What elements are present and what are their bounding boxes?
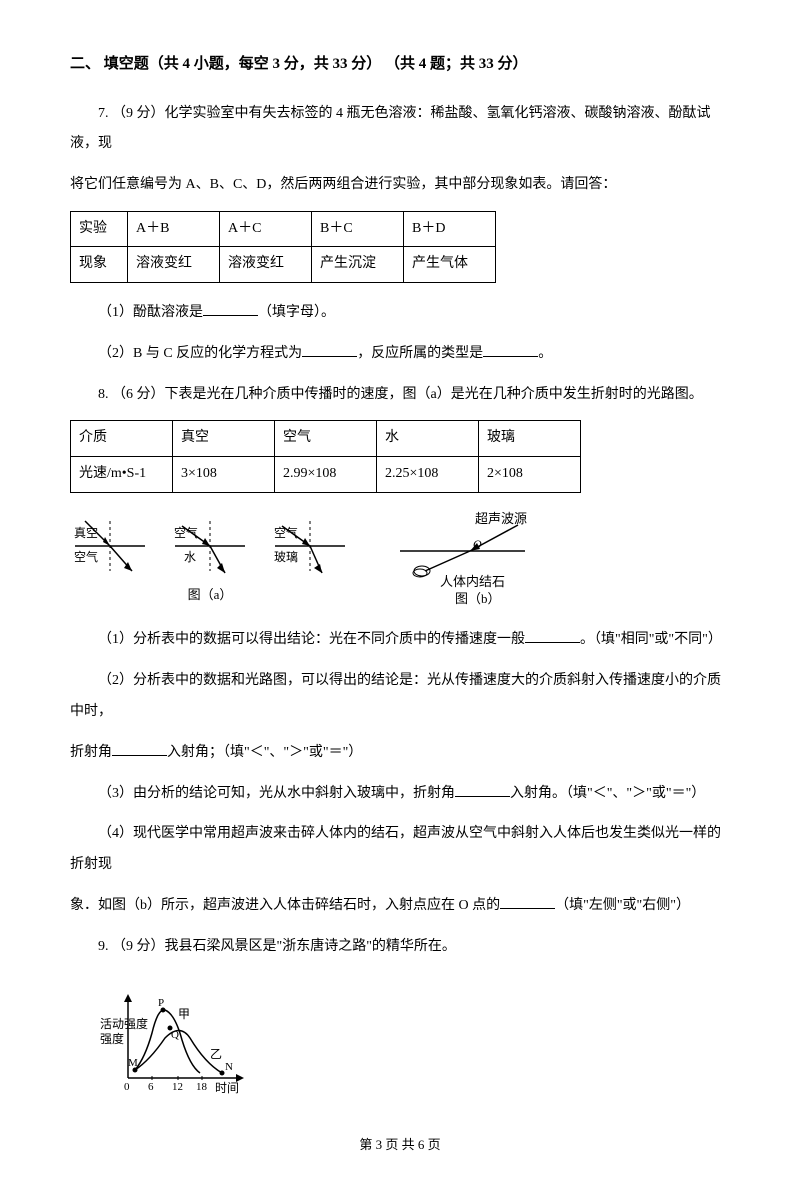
q8-part4-line2: 象．如图（b）所示，超声波进入人体击碎结石时，入射点应在 O 点的 （填"左侧"或…	[70, 891, 730, 922]
q8-part1: （1）分析表中的数据可以得出结论：光在不同介质中的传播速度一般 。（填"相同"或"…	[70, 625, 730, 656]
table-row: 现象 溶液变红 溶液变红 产生沉淀 产生气体	[71, 247, 496, 283]
svg-text:强度: 强度	[100, 1031, 124, 1046]
refraction-diagram-2: 空气 水	[170, 511, 250, 581]
cell: 溶液变红	[220, 247, 312, 283]
cell: 玻璃	[479, 421, 581, 457]
figure-b-group: 超声波源 O 人体内结石 图（b）	[380, 511, 540, 606]
refraction-diagram-3: 空气 玻璃	[270, 511, 350, 581]
refraction-diagram-1: 真空 空气	[70, 511, 150, 581]
svg-text:真空: 真空	[74, 526, 98, 540]
q7-lead-line2: 将它们任意编号为 A、B、C、D，然后两两组合进行实验，其中部分现象如表。请回答…	[70, 170, 730, 201]
table-row: 实验 A＋B A＋C B＋C B＋D	[71, 211, 496, 247]
text: 象．如图（b）所示，超声波进入人体击碎结石时，入射点应在 O 点的	[70, 898, 500, 913]
svg-text:玻璃: 玻璃	[274, 550, 298, 564]
blank	[203, 301, 258, 316]
text: （2）B 与 C 反应的化学方程式为	[98, 346, 302, 361]
q8-figures: 真空 空气 空气 水	[70, 511, 730, 608]
text: ，反应所属的类型是	[357, 346, 483, 361]
svg-text:人体内结石: 人体内结石	[440, 574, 505, 589]
page-footer: 第 3 页 共 6 页	[70, 1133, 730, 1158]
q8-table: 介质 真空 空气 水 玻璃 光速/m•S-1 3×108 2.99×108 2.…	[70, 420, 581, 492]
cell: 产生沉淀	[312, 247, 404, 283]
cell: 2×108	[479, 457, 581, 493]
text: 入射角。（填"＜"、"＞"或"＝"）	[510, 786, 705, 801]
figure-a-group: 真空 空气 空气 水	[70, 511, 350, 608]
q7-lead-line1: 7. （9 分）化学实验室中有失去标签的 4 瓶无色溶液：稀盐酸、氢氧化钙溶液、…	[70, 99, 730, 161]
svg-text:0: 0	[124, 1081, 130, 1093]
blank	[112, 741, 167, 756]
svg-text:超声波源: 超声波源	[475, 511, 527, 526]
cell: A＋B	[128, 211, 220, 247]
cell: 水	[377, 421, 479, 457]
page-container: 二、 填空题（共 4 小题，每空 3 分，共 33 分） （共 4 题；共 33…	[0, 0, 800, 1187]
text: 。	[538, 346, 552, 361]
text: 入射角；（填"＜"、"＞"或"＝"）	[167, 745, 362, 760]
svg-text:乙: 乙	[210, 1047, 222, 1061]
text: 。（填"相同"或"不同"）	[580, 632, 722, 647]
text: （1）酚酞溶液是	[98, 305, 203, 320]
blank	[302, 342, 357, 357]
svg-text:P: P	[158, 997, 164, 1009]
cell: 真空	[173, 421, 275, 457]
q7-table: 实验 A＋B A＋C B＋C B＋D 现象 溶液变红 溶液变红 产生沉淀 产生气…	[70, 211, 496, 283]
text: （1）分析表中的数据可以得出结论：光在不同介质中的传播速度一般	[98, 632, 525, 647]
q8-part4-line1: （4）现代医学中常用超声波来击碎人体内的结石，超声波从空气中斜射入人体后也发生类…	[70, 819, 730, 881]
cell: B＋C	[312, 211, 404, 247]
blank	[455, 782, 510, 797]
svg-text:18: 18	[196, 1081, 208, 1093]
blank	[500, 894, 555, 909]
svg-text:6: 6	[148, 1081, 154, 1093]
cell: 2.25×108	[377, 457, 479, 493]
ultrasound-diagram: 超声波源 O 人体内结石 图（b）	[380, 511, 540, 606]
q8-part2-line2: 折射角 入射角；（填"＜"、"＞"或"＝"）	[70, 738, 730, 769]
text: 折射角	[70, 745, 112, 760]
table-row: 介质 真空 空气 水 玻璃	[71, 421, 581, 457]
cell: 3×108	[173, 457, 275, 493]
q7-part2: （2）B 与 C 反应的化学方程式为 ，反应所属的类型是 。	[70, 339, 730, 370]
q8-part2-line1: （2）分析表中的数据和光路图，可以得出的结论是：光从传播速度大的介质斜射入传播速…	[70, 666, 730, 728]
cell: 产生气体	[404, 247, 496, 283]
q9-lead: 9. （9 分）我县石梁风景区是"浙东唐诗之路"的精华所在。	[70, 932, 730, 963]
blank	[525, 628, 580, 643]
q8-lead: 8. （6 分）下表是光在几种介质中传播时的速度，图（a）是光在几种介质中发生折…	[70, 380, 730, 411]
section-title: 二、 填空题（共 4 小题，每空 3 分，共 33 分） （共 4 题；共 33…	[70, 50, 730, 79]
q8-part3: （3）由分析的结论可知，光从水中斜射入玻璃中，折射角 入射角。（填"＜"、"＞"或…	[70, 779, 730, 810]
activity-chart: 活动强度 强度 M P Q 甲 乙 N 0 6 12 18 时间	[100, 988, 250, 1098]
cell: 现象	[71, 247, 128, 283]
svg-text:时间: 时间	[215, 1081, 239, 1095]
cell: 光速/m•S-1	[71, 457, 173, 493]
text: （3）由分析的结论可知，光从水中斜射入玻璃中，折射角	[98, 786, 455, 801]
cell: A＋C	[220, 211, 312, 247]
cell: 介质	[71, 421, 173, 457]
svg-text:甲: 甲	[178, 1007, 190, 1021]
blank	[483, 342, 538, 357]
svg-text:O: O	[473, 537, 482, 551]
svg-text:图（b）: 图（b）	[455, 591, 501, 606]
svg-text:空气: 空气	[74, 549, 98, 564]
svg-text:Q: Q	[171, 1029, 179, 1041]
cell: B＋D	[404, 211, 496, 247]
text: （填字母）。	[258, 305, 335, 320]
q7-part1: （1）酚酞溶液是 （填字母）。	[70, 298, 730, 329]
cell: 溶液变红	[128, 247, 220, 283]
svg-text:活动强度: 活动强度	[100, 1016, 148, 1031]
svg-text:12: 12	[172, 1081, 183, 1093]
q9-figure: 活动强度 强度 M P Q 甲 乙 N 0 6 12 18 时间	[100, 988, 730, 1098]
svg-text:水: 水	[184, 550, 196, 564]
svg-text:空气: 空气	[274, 525, 298, 540]
figure-a-caption: 图（a）	[70, 583, 350, 608]
text: （填"左侧"或"右侧"）	[555, 898, 690, 913]
svg-text:空气: 空气	[174, 525, 198, 540]
svg-text:N: N	[225, 1061, 233, 1073]
svg-text:M: M	[128, 1057, 138, 1069]
cell: 实验	[71, 211, 128, 247]
cell: 2.99×108	[275, 457, 377, 493]
table-row: 光速/m•S-1 3×108 2.99×108 2.25×108 2×108	[71, 457, 581, 493]
cell: 空气	[275, 421, 377, 457]
